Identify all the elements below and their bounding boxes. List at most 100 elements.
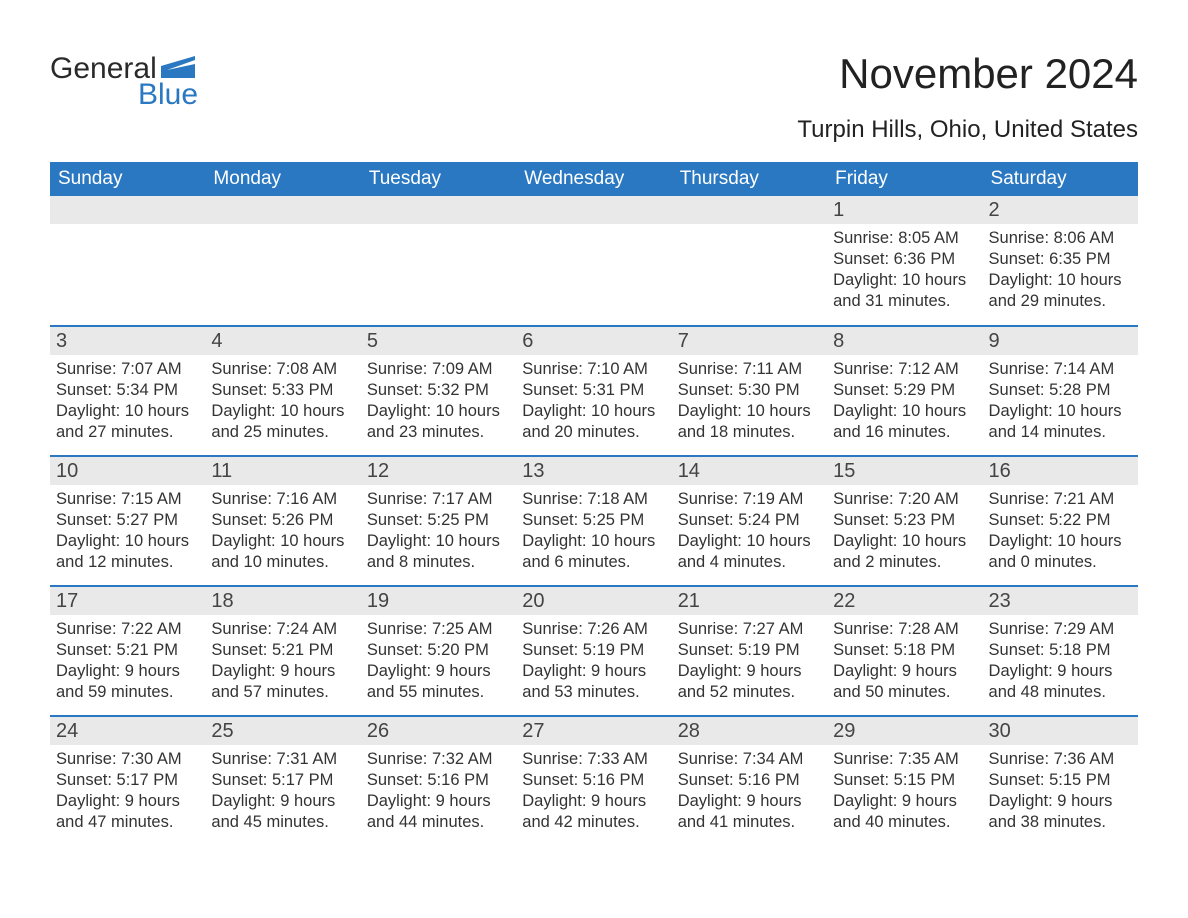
daylight-line: Daylight: 10 hours and 25 minutes. <box>211 401 354 443</box>
daylight-line: Daylight: 9 hours and 48 minutes. <box>989 661 1132 703</box>
daylight-line: Daylight: 10 hours and 12 minutes. <box>56 531 199 573</box>
sunrise-line: Sunrise: 7:16 AM <box>211 489 354 510</box>
day-number: 26 <box>361 717 516 745</box>
calendar-week-row: 1Sunrise: 8:05 AMSunset: 6:36 PMDaylight… <box>50 196 1138 326</box>
day-number: 5 <box>361 327 516 355</box>
sunset-line: Sunset: 5:16 PM <box>678 770 821 791</box>
sunrise-line: Sunrise: 7:35 AM <box>833 749 976 770</box>
day-number: 20 <box>516 587 671 615</box>
day-number: 17 <box>50 587 205 615</box>
daylight-line: Daylight: 10 hours and 23 minutes. <box>367 401 510 443</box>
sunset-line: Sunset: 5:29 PM <box>833 380 976 401</box>
day-details: Sunrise: 7:18 AMSunset: 5:25 PMDaylight:… <box>516 485 671 579</box>
day-number: 19 <box>361 587 516 615</box>
sunrise-line: Sunrise: 7:31 AM <box>211 749 354 770</box>
day-number <box>516 196 671 224</box>
daylight-line: Daylight: 10 hours and 16 minutes. <box>833 401 976 443</box>
calendar-day-cell: 22Sunrise: 7:28 AMSunset: 5:18 PMDayligh… <box>827 586 982 716</box>
day-details: Sunrise: 7:10 AMSunset: 5:31 PMDaylight:… <box>516 355 671 449</box>
day-details: Sunrise: 7:19 AMSunset: 5:24 PMDaylight:… <box>672 485 827 579</box>
sunset-line: Sunset: 5:19 PM <box>678 640 821 661</box>
calendar-day-cell <box>672 196 827 326</box>
day-details: Sunrise: 7:30 AMSunset: 5:17 PMDaylight:… <box>50 745 205 839</box>
sunset-line: Sunset: 5:34 PM <box>56 380 199 401</box>
daylight-line: Daylight: 9 hours and 40 minutes. <box>833 791 976 833</box>
day-number: 23 <box>983 587 1138 615</box>
calendar-day-cell: 23 Sunrise: 7:29 AMSunset: 5:18 PMDayligh… <box>983 586 1138 716</box>
weekday-header: Sunday <box>50 162 205 196</box>
calendar-day-cell: 13Sunrise: 7:18 AMSunset: 5:25 PMDayligh… <box>516 456 671 586</box>
calendar-day-cell: 26Sunrise: 7:32 AMSunset: 5:16 PMDayligh… <box>361 716 516 846</box>
calendar-day-cell: 30Sunrise: 7:36 AMSunset: 5:15 PMDayligh… <box>983 716 1138 846</box>
day-number: 15 <box>827 457 982 485</box>
day-number: 2 <box>983 196 1138 224</box>
calendar-day-cell: 1Sunrise: 8:05 AMSunset: 6:36 PMDaylight… <box>827 196 982 326</box>
daylight-line: Daylight: 9 hours and 41 minutes. <box>678 791 821 833</box>
day-details: Sunrise: 7:24 AMSunset: 5:21 PMDaylight:… <box>205 615 360 709</box>
calendar-day-cell: 6Sunrise: 7:10 AMSunset: 5:31 PMDaylight… <box>516 326 671 456</box>
weekday-header: Saturday <box>983 162 1138 196</box>
day-number <box>50 196 205 224</box>
day-details: Sunrise: 7:07 AMSunset: 5:34 PMDaylight:… <box>50 355 205 449</box>
day-details: Sunrise: 7:22 AMSunset: 5:21 PMDaylight:… <box>50 615 205 709</box>
sunrise-line: Sunrise: 7:17 AM <box>367 489 510 510</box>
sunset-line: Sunset: 5:21 PM <box>211 640 354 661</box>
calendar-day-cell: 25Sunrise: 7:31 AMSunset: 5:17 PMDayligh… <box>205 716 360 846</box>
sunset-line: Sunset: 6:35 PM <box>989 249 1132 270</box>
daylight-line: Daylight: 9 hours and 38 minutes. <box>989 791 1132 833</box>
day-number: 18 <box>205 587 360 615</box>
sunrise-line: Sunrise: 7:08 AM <box>211 359 354 380</box>
day-details: Sunrise: 7:21 AMSunset: 5:22 PMDaylight:… <box>983 485 1138 579</box>
logo-text-blue: Blue <box>138 80 198 110</box>
day-number: 13 <box>516 457 671 485</box>
sunrise-line: Sunrise: 7:20 AM <box>833 489 976 510</box>
sunrise-line: Sunrise: 7:11 AM <box>678 359 821 380</box>
day-details: Sunrise: 7:08 AMSunset: 5:33 PMDaylight:… <box>205 355 360 449</box>
sunrise-line: Sunrise: 7:10 AM <box>522 359 665 380</box>
sunrise-line: Sunrise: 8:06 AM <box>989 228 1132 249</box>
sunrise-line: Sunrise: 7:34 AM <box>678 749 821 770</box>
daylight-line: Daylight: 10 hours and 4 minutes. <box>678 531 821 573</box>
day-number: 3 <box>50 327 205 355</box>
sunrise-line: Sunrise: 7:27 AM <box>678 619 821 640</box>
day-number: 29 <box>827 717 982 745</box>
day-number: 9 <box>983 327 1138 355</box>
sunset-line: Sunset: 5:16 PM <box>522 770 665 791</box>
weekday-header: Monday <box>205 162 360 196</box>
calendar-day-cell: 9Sunrise: 7:14 AMSunset: 5:28 PMDaylight… <box>983 326 1138 456</box>
sunset-line: Sunset: 5:32 PM <box>367 380 510 401</box>
sunset-line: Sunset: 5:17 PM <box>56 770 199 791</box>
sunset-line: Sunset: 5:31 PM <box>522 380 665 401</box>
calendar-week-row: 17Sunrise: 7:22 AMSunset: 5:21 PMDayligh… <box>50 586 1138 716</box>
sunrise-line: Sunrise: 7:30 AM <box>56 749 199 770</box>
day-details: Sunrise: 7:34 AMSunset: 5:16 PMDaylight:… <box>672 745 827 839</box>
daylight-line: Daylight: 10 hours and 18 minutes. <box>678 401 821 443</box>
daylight-line: Daylight: 9 hours and 55 minutes. <box>367 661 510 703</box>
sunset-line: Sunset: 5:18 PM <box>989 640 1132 661</box>
sunrise-line: Sunrise: 8:05 AM <box>833 228 976 249</box>
calendar-day-cell: 10Sunrise: 7:15 AMSunset: 5:27 PMDayligh… <box>50 456 205 586</box>
day-number: 12 <box>361 457 516 485</box>
sunset-line: Sunset: 5:19 PM <box>522 640 665 661</box>
day-number: 16 <box>983 457 1138 485</box>
header: General Blue November 2024 <box>50 50 1138 110</box>
sunset-line: Sunset: 5:28 PM <box>989 380 1132 401</box>
sunrise-line: Sunrise: 7:33 AM <box>522 749 665 770</box>
calendar-day-cell: 16Sunrise: 7:21 AMSunset: 5:22 PMDayligh… <box>983 456 1138 586</box>
sunrise-line: Sunrise: 7:19 AM <box>678 489 821 510</box>
location-subtitle: Turpin Hills, Ohio, United States <box>50 116 1138 144</box>
sunset-line: Sunset: 5:15 PM <box>833 770 976 791</box>
daylight-line: Daylight: 9 hours and 44 minutes. <box>367 791 510 833</box>
daylight-line: Daylight: 9 hours and 45 minutes. <box>211 791 354 833</box>
sunrise-line: Sunrise: 7:12 AM <box>833 359 976 380</box>
day-details <box>672 224 827 234</box>
day-number <box>205 196 360 224</box>
calendar-day-cell: 7Sunrise: 7:11 AMSunset: 5:30 PMDaylight… <box>672 326 827 456</box>
daylight-line: Daylight: 9 hours and 47 minutes. <box>56 791 199 833</box>
sunset-line: Sunset: 5:27 PM <box>56 510 199 531</box>
sunset-line: Sunset: 5:25 PM <box>367 510 510 531</box>
sunset-line: Sunset: 5:22 PM <box>989 510 1132 531</box>
daylight-line: Daylight: 10 hours and 0 minutes. <box>989 531 1132 573</box>
calendar-day-cell: 11Sunrise: 7:16 AMSunset: 5:26 PMDayligh… <box>205 456 360 586</box>
sunrise-line: Sunrise: 7:29 AM <box>989 619 1132 640</box>
